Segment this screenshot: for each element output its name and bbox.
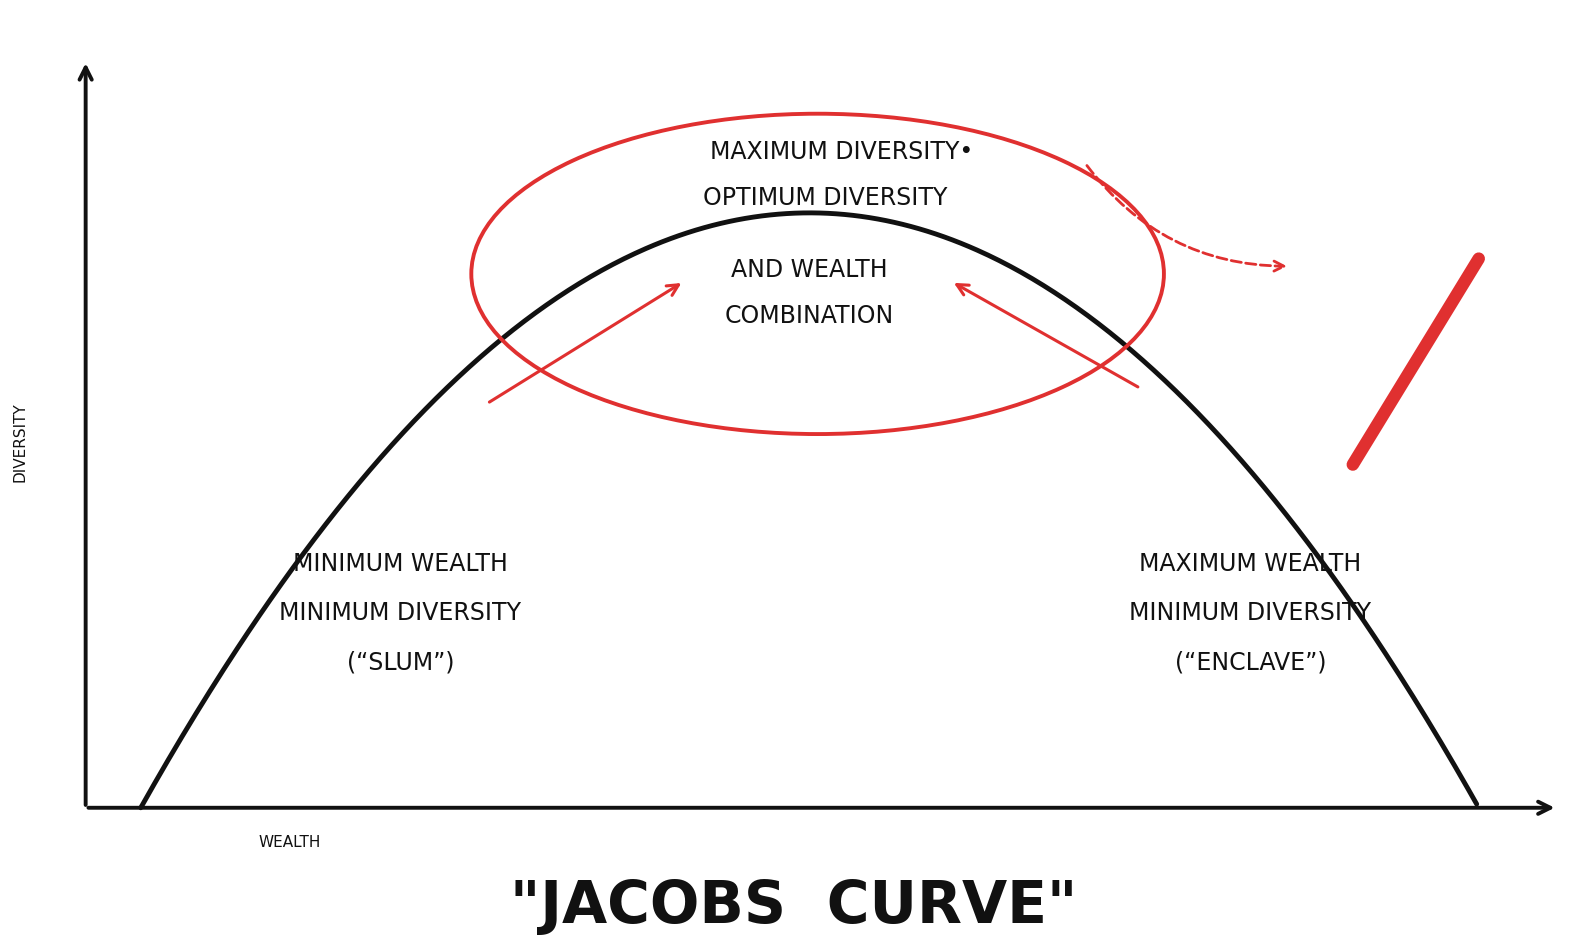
Text: DIVERSITY: DIVERSITY <box>13 402 27 482</box>
Text: MINIMUM DIVERSITY: MINIMUM DIVERSITY <box>279 602 521 625</box>
Text: MINIMUM DIVERSITY: MINIMUM DIVERSITY <box>1129 602 1372 625</box>
Text: OPTIMUM DIVERSITY: OPTIMUM DIVERSITY <box>703 186 948 209</box>
Text: WEALTH: WEALTH <box>259 835 321 849</box>
Text: (“ENCLAVE”): (“ENCLAVE”) <box>1175 651 1326 675</box>
Text: AND WEALTH: AND WEALTH <box>732 258 888 282</box>
Text: COMBINATION: COMBINATION <box>726 304 894 327</box>
Text: (“SLUM”): (“SLUM”) <box>346 651 454 675</box>
Text: "JACOBS  CURVE": "JACOBS CURVE" <box>510 879 1078 936</box>
Text: MAXIMUM DIVERSITY•: MAXIMUM DIVERSITY• <box>710 140 973 164</box>
Text: MINIMUM WEALTH: MINIMUM WEALTH <box>294 552 508 576</box>
Text: MAXIMUM WEALTH: MAXIMUM WEALTH <box>1139 552 1361 576</box>
